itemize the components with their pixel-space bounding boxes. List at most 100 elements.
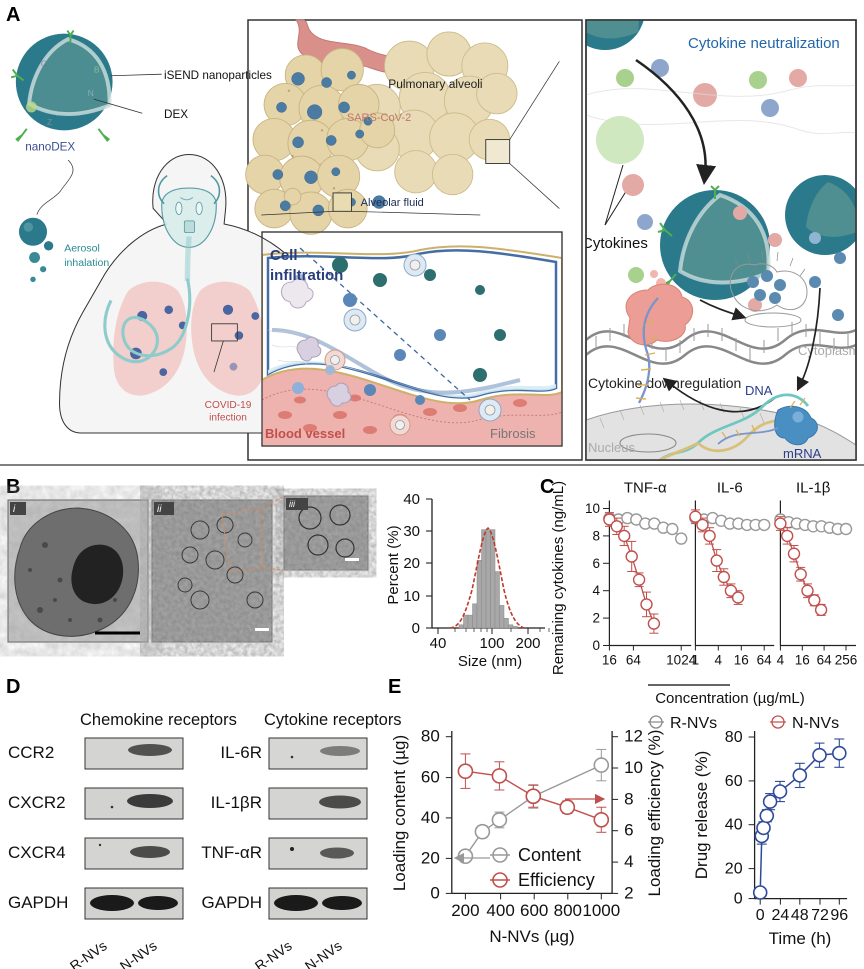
svg-text:8: 8 <box>624 789 633 808</box>
svg-text:Cytokine neutralization: Cytokine neutralization <box>688 35 840 52</box>
svg-text:64: 64 <box>817 653 833 668</box>
svg-text:Cytokines: Cytokines <box>582 235 648 252</box>
svg-text:CXCR2: CXCR2 <box>8 793 66 812</box>
svg-text:R-NVs: R-NVs <box>670 715 717 732</box>
svg-text:0: 0 <box>734 891 743 908</box>
svg-text:Pulmonary alveoli: Pulmonary alveoli <box>388 77 482 91</box>
svg-text:infection: infection <box>209 413 247 424</box>
svg-text:1000: 1000 <box>582 901 620 920</box>
svg-text:B: B <box>6 476 20 498</box>
svg-text:C: C <box>41 58 47 68</box>
svg-text:16: 16 <box>734 653 749 668</box>
svg-text:Time (h): Time (h) <box>769 929 832 948</box>
svg-text:R-NVs: R-NVs <box>67 937 110 969</box>
svg-text:10: 10 <box>624 758 643 777</box>
svg-text:256: 256 <box>835 653 858 668</box>
svg-text:mRNA: mRNA <box>783 446 822 461</box>
svg-text:60: 60 <box>421 768 440 787</box>
svg-text:SARS-CoV-2: SARS-CoV-2 <box>347 112 411 124</box>
svg-text:Nucleus: Nucleus <box>588 440 635 455</box>
svg-text:2: 2 <box>624 883 633 902</box>
svg-text:60: 60 <box>725 773 743 790</box>
svg-text:4: 4 <box>715 653 723 668</box>
svg-text:N-NVs: N-NVs <box>302 937 345 969</box>
svg-text:ii: ii <box>157 504 162 515</box>
svg-text:IL-1βR: IL-1βR <box>211 793 262 812</box>
svg-text:R-NVs: R-NVs <box>252 937 295 969</box>
svg-text:N-NVs: N-NVs <box>117 937 160 969</box>
svg-text:48: 48 <box>791 907 809 924</box>
svg-text:0: 0 <box>412 620 420 637</box>
svg-text:N-NVs: N-NVs <box>792 715 839 732</box>
svg-text:64: 64 <box>626 653 642 668</box>
svg-text:600: 600 <box>520 901 548 920</box>
svg-text:40: 40 <box>430 635 447 652</box>
svg-text:20: 20 <box>725 861 743 878</box>
svg-text:4: 4 <box>777 653 785 668</box>
svg-text:E: E <box>388 676 401 698</box>
svg-text:6: 6 <box>592 556 600 571</box>
svg-text:Remaining cytokines (ng/mL): Remaining cytokines (ng/mL) <box>550 481 567 675</box>
svg-text:Cell: Cell <box>270 247 298 264</box>
svg-text:DEX: DEX <box>164 108 188 121</box>
svg-text:Percent (%): Percent (%) <box>385 525 402 604</box>
svg-text:40: 40 <box>725 817 743 834</box>
svg-text:CXCR4: CXCR4 <box>8 843 66 862</box>
svg-text:CCR2: CCR2 <box>8 743 54 762</box>
svg-text:N: N <box>88 88 94 98</box>
svg-text:4: 4 <box>592 583 600 598</box>
svg-text:TNF-α: TNF-α <box>624 480 667 497</box>
svg-text:GAPDH: GAPDH <box>202 893 262 912</box>
svg-text:Concentration (µg/mL): Concentration (µg/mL) <box>655 690 805 707</box>
svg-text:16: 16 <box>795 653 810 668</box>
svg-text:Content: Content <box>518 845 581 865</box>
svg-text:D: D <box>6 676 20 698</box>
svg-text:10: 10 <box>403 588 420 605</box>
svg-text:40: 40 <box>421 808 440 827</box>
svg-text:iii: iii <box>289 499 296 509</box>
svg-text:N-NVs (µg): N-NVs (µg) <box>489 927 574 946</box>
svg-text:72: 72 <box>811 907 829 924</box>
svg-text:Cytokine downregulation: Cytokine downregulation <box>588 375 741 391</box>
svg-text:Drug release (%): Drug release (%) <box>692 751 711 880</box>
svg-text:COVID-19: COVID-19 <box>205 400 252 411</box>
svg-text:Z: Z <box>47 117 52 127</box>
svg-text:0: 0 <box>756 907 765 924</box>
svg-text:2: 2 <box>592 611 600 626</box>
svg-text:80: 80 <box>725 729 743 746</box>
svg-text:Fibrosis: Fibrosis <box>490 426 536 441</box>
svg-text:nanoDEX: nanoDEX <box>25 141 75 154</box>
svg-text:10: 10 <box>585 501 600 516</box>
svg-text:400: 400 <box>486 901 514 920</box>
svg-text:100: 100 <box>479 635 504 652</box>
svg-text:GAPDH: GAPDH <box>8 893 68 912</box>
svg-text:200: 200 <box>515 635 540 652</box>
svg-text:infiltration: infiltration <box>270 267 343 284</box>
svg-text:Cytokine receptors: Cytokine receptors <box>264 711 402 729</box>
svg-text:64: 64 <box>757 653 773 668</box>
svg-text:0: 0 <box>430 883 439 902</box>
svg-text:800: 800 <box>554 901 582 920</box>
svg-text:40: 40 <box>403 491 420 508</box>
svg-text:B: B <box>94 65 100 75</box>
svg-text:Aerosol: Aerosol <box>64 242 100 254</box>
svg-text:96: 96 <box>830 907 848 924</box>
svg-text:Efficiency: Efficiency <box>518 870 595 890</box>
svg-text:DNA: DNA <box>745 383 773 398</box>
svg-text:20: 20 <box>421 848 440 867</box>
svg-text:4: 4 <box>624 852 633 871</box>
svg-text:IL-1β: IL-1β <box>796 480 831 497</box>
svg-text:Loading content (µg): Loading content (µg) <box>390 735 409 891</box>
svg-text:Cytoplasm: Cytoplasm <box>798 343 859 358</box>
svg-text:16: 16 <box>602 653 617 668</box>
svg-text:8: 8 <box>592 528 600 543</box>
svg-text:Chemokine receptors: Chemokine receptors <box>80 711 237 729</box>
svg-text:IL-6: IL-6 <box>717 480 743 497</box>
svg-text:inhalation: inhalation <box>64 257 109 269</box>
svg-text:12: 12 <box>624 727 643 746</box>
svg-text:200: 200 <box>451 901 479 920</box>
svg-text:6: 6 <box>624 821 633 840</box>
svg-text:24: 24 <box>772 907 790 924</box>
svg-text:1: 1 <box>692 653 700 668</box>
svg-text:TNF-αR: TNF-αR <box>201 843 262 862</box>
